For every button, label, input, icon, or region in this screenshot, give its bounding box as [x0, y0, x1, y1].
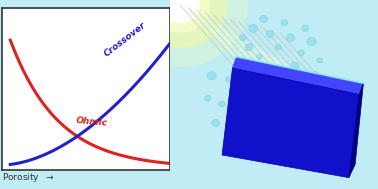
Circle shape	[239, 120, 246, 126]
Circle shape	[302, 25, 309, 32]
Circle shape	[251, 130, 256, 135]
Circle shape	[307, 37, 316, 46]
Circle shape	[245, 44, 253, 51]
Circle shape	[240, 35, 246, 41]
Circle shape	[311, 71, 320, 80]
Circle shape	[166, 0, 195, 19]
Circle shape	[271, 73, 277, 78]
Circle shape	[257, 54, 262, 59]
Circle shape	[287, 34, 295, 42]
Circle shape	[219, 101, 225, 107]
Circle shape	[249, 24, 258, 32]
Circle shape	[291, 62, 299, 70]
Circle shape	[204, 95, 211, 101]
Circle shape	[254, 87, 261, 94]
Circle shape	[317, 58, 322, 63]
Circle shape	[323, 92, 329, 97]
X-axis label: Porosity  $\rightarrow$: Porosity $\rightarrow$	[2, 171, 55, 184]
Circle shape	[212, 119, 220, 126]
Circle shape	[162, 0, 199, 23]
Polygon shape	[349, 83, 363, 178]
Circle shape	[275, 45, 281, 50]
Circle shape	[234, 87, 243, 94]
Circle shape	[230, 111, 235, 116]
Polygon shape	[222, 68, 359, 178]
Circle shape	[260, 15, 268, 22]
Polygon shape	[181, 4, 347, 117]
Circle shape	[135, 0, 226, 47]
Circle shape	[266, 31, 274, 37]
Text: Ohmic: Ohmic	[76, 116, 108, 128]
Circle shape	[298, 50, 304, 56]
Circle shape	[283, 82, 290, 88]
Circle shape	[225, 77, 231, 82]
Circle shape	[281, 20, 288, 26]
Circle shape	[207, 72, 216, 80]
Circle shape	[151, 0, 209, 32]
Circle shape	[267, 95, 273, 101]
Circle shape	[114, 0, 247, 66]
Text: Crossover: Crossover	[103, 20, 148, 58]
Polygon shape	[232, 57, 363, 94]
